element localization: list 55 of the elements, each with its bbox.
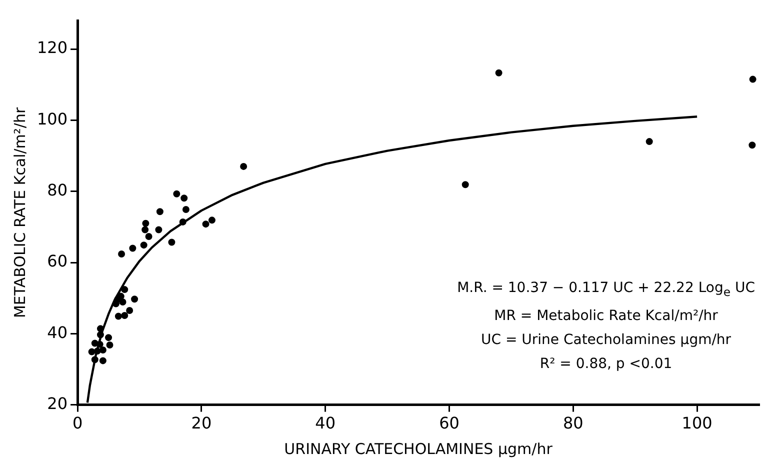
point — [131, 296, 138, 303]
y-tick-label: 40 — [47, 322, 68, 342]
point — [155, 226, 162, 234]
point — [99, 346, 106, 354]
point — [156, 208, 164, 216]
point — [179, 218, 186, 226]
annotation: MR = Metabolic Rate Kcal/m²/hr — [493, 306, 719, 326]
point — [240, 162, 248, 170]
point — [180, 194, 188, 202]
x-tick-label: 80 — [562, 414, 584, 433]
x-tick-label: 20 — [191, 414, 212, 433]
point — [140, 242, 148, 249]
annotation: M.R. = 10.37 − 0.117 UC + 22.22 Log$_{e}$ UC — [457, 279, 755, 301]
point — [118, 250, 126, 258]
point — [145, 233, 152, 240]
y-tick-label: 20 — [47, 394, 68, 413]
point — [749, 76, 756, 83]
point — [119, 298, 126, 306]
y-tick-label: 60 — [47, 252, 68, 271]
x-axis-title: URINARY CATECHOLAMINES μgm/hr — [284, 440, 554, 458]
y-tick-label: 120 — [36, 38, 68, 58]
point — [94, 348, 101, 355]
y-axis-title: METABOLIC RATE Kcal/m²/hr — [10, 106, 29, 318]
point — [105, 334, 112, 342]
point — [202, 220, 210, 228]
point — [182, 206, 190, 213]
point — [96, 325, 104, 332]
point — [142, 220, 150, 227]
point — [142, 226, 149, 234]
x-tick-label: 60 — [439, 414, 460, 433]
point — [121, 286, 128, 294]
point — [208, 216, 216, 224]
x-tick-label: 100 — [682, 414, 712, 433]
y-tick-label: 100 — [36, 109, 68, 128]
point — [129, 244, 136, 252]
point — [91, 356, 98, 364]
point — [126, 307, 134, 314]
x-tick-label: 0 — [72, 414, 83, 433]
point — [99, 357, 106, 364]
annotation: R² = 0.88, p <0.01 — [538, 354, 674, 374]
point — [121, 312, 128, 320]
x-tick-label: 40 — [315, 414, 336, 433]
y-tick-label: 80 — [47, 180, 68, 200]
point — [96, 340, 104, 348]
point — [462, 181, 469, 188]
point — [646, 138, 653, 146]
point — [112, 300, 120, 308]
point — [114, 312, 122, 320]
point — [106, 342, 114, 349]
point — [495, 69, 502, 76]
point — [748, 142, 756, 149]
annotation: UC = Urine Catecholamines μgm/hr — [480, 330, 732, 350]
point — [168, 238, 176, 246]
point — [96, 331, 104, 338]
point — [173, 190, 180, 198]
